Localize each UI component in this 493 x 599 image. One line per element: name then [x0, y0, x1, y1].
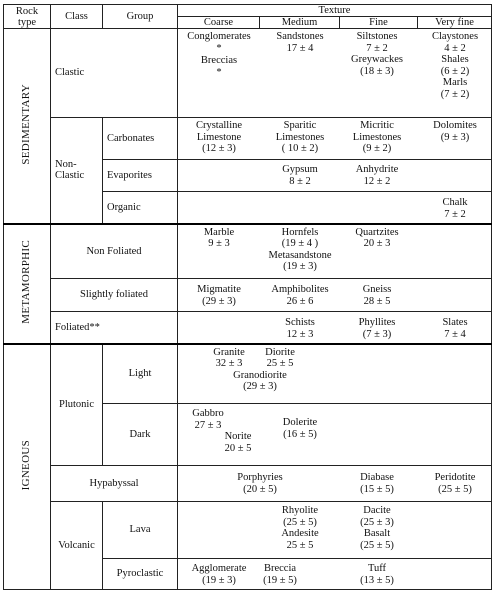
- rock-type-sedimentary-label: SEDIMENTARY: [20, 83, 33, 165]
- rock-chalk: Chalk 7 ± 2: [442, 197, 468, 220]
- rock-dacite: Dacite (25 ± 3): [360, 505, 394, 528]
- class-non-foliated: Non Foliated: [50, 222, 178, 279]
- texture-evaporites: Gypsum 8 ± 2 Anhydrite 12 ± 2: [177, 159, 492, 192]
- rock-breccia-volcanic: Breccia (19 ± 5): [263, 563, 297, 586]
- rock-breccias-sedimentary: Breccias *: [200, 55, 238, 78]
- class-plutonic: Plutonic: [50, 342, 103, 466]
- header-rock-type-line2: type: [17, 16, 37, 28]
- rock-type-metamorphic: METAMORPHIC: [3, 222, 51, 344]
- rock-hornfels: Hornfels (19 ± 4 ): [281, 226, 319, 250]
- rock-greywackes: Greywackes (18 ± 3): [351, 54, 403, 77]
- rock-rhyolite: Rhyolite (25 ± 5): [281, 505, 319, 528]
- group-pyroclastic: Pyroclastic: [102, 558, 178, 590]
- rock-peridotite: Peridotite (25 ± 5): [434, 472, 476, 495]
- header-medium: Medium: [259, 16, 340, 29]
- texture-dark: Gabbro 27 ± 3 Norite 20 ± 5 Dolerite (16 ± …: [177, 403, 492, 466]
- rock-marls: Marls (7 ± 2): [440, 77, 470, 100]
- rock-sparitic-limestones: Sparitic Limestones( 10 ± 2): [275, 120, 325, 154]
- rock-quartzites: Quartzites 20 ± 3: [355, 226, 399, 250]
- rock-porphyries: Porphyries (20 ± 5): [237, 472, 283, 495]
- group-organic: Organic: [102, 191, 178, 224]
- header-very-fine: Very fine: [417, 16, 492, 29]
- header-coarse: Coarse: [177, 16, 260, 29]
- texture-foliated: Schists 12 ± 3 Phyllites (7 ± 3) Slates 7 ±…: [177, 311, 492, 344]
- texture-clastic: Conglomerates * Breccias * Sandstones 17 ± …: [177, 28, 492, 118]
- rock-agglomerate: Agglomerate (19 ± 3): [191, 563, 247, 586]
- rock-type-igneous: IGNEOUS: [3, 342, 51, 590]
- rock-dolerite: Dolerite (16 ± 5): [282, 417, 318, 440]
- group-lava: Lava: [102, 501, 178, 559]
- rock-dolomites: Dolomites (9 ± 3): [433, 120, 477, 143]
- rock-siltstones: Siltstones 7 ± 2: [356, 31, 398, 54]
- texture-organic: Chalk 7 ± 2: [177, 191, 492, 224]
- rock-slates: Slates 7 ± 4: [442, 317, 468, 340]
- group-light: Light: [102, 342, 178, 404]
- rock-gypsum: Gypsum 8 ± 2: [282, 164, 318, 187]
- rock-migmatite: Migmatite (29 ± 3): [197, 284, 241, 307]
- rock-norite: Norite 20 ± 5: [224, 431, 252, 454]
- rock-gabbro: Gabbro 27 ± 3: [192, 408, 224, 431]
- class-non-clastic: Non- Clastic: [50, 117, 103, 224]
- header-texture: Texture: [177, 4, 492, 17]
- rock-sandstones: Sandstones 17 ± 4: [276, 31, 324, 54]
- rock-granite: Granite 32 ± 3: [213, 346, 245, 370]
- texture-carbonates: Crystalline Limestone (12 ± 3) Sparitic Lim…: [177, 117, 492, 160]
- rock-anhydrite: Anhydrite 12 ± 2: [355, 164, 399, 187]
- texture-lava: Rhyolite (25 ± 5) Andesite 25 ± 5 Dacite (2…: [177, 501, 492, 559]
- texture-slightly-foliated: Migmatite (29 ± 3) Amphibolites 26 ± 6 Gne…: [177, 278, 492, 312]
- rock-andesite: Andesite 25 ± 5: [281, 528, 319, 551]
- group-carbonates: Carbonates: [102, 117, 178, 160]
- rock-amphibolites: Amphibolites 26 ± 6: [271, 284, 329, 307]
- texture-hypabyssal: Porphyries (20 ± 5) Diabase (15 ± 5) Perid…: [177, 465, 492, 502]
- rock-conglomerates: Conglomerates *: [187, 31, 251, 54]
- rock-metasandstone: Metasandstone (19 ± 3): [268, 249, 332, 273]
- rock-gneiss: Gneiss 28 ± 5: [362, 284, 392, 307]
- texture-light: Granite 32 ± 3 Diorite 25 ± 5 Granodiorite…: [177, 342, 492, 404]
- class-hypabyssal: Hypabyssal: [50, 465, 178, 502]
- header-class: Class: [50, 4, 103, 29]
- rock-shales: Shales (6 ± 2): [440, 54, 470, 77]
- class-clastic: Clastic: [50, 28, 178, 118]
- class-foliated: Foliated**: [50, 311, 178, 344]
- class-volcanic: Volcanic: [50, 501, 103, 590]
- class-non-clastic-line2: Clastic: [55, 170, 85, 182]
- group-evaporites: Evaporites: [102, 159, 178, 192]
- texture-pyroclastic: Agglomerate (19 ± 3) Breccia (19 ± 5) Tuff…: [177, 558, 492, 590]
- rock-phyllites: Phyllites (7 ± 3): [358, 317, 396, 340]
- header-rock-type: Rock type: [3, 4, 51, 29]
- rock-claystones: Claystones 4 ± 2: [431, 31, 479, 54]
- rock-classification-table: Rock type Class Group Texture Coarse Med…: [3, 4, 492, 590]
- rock-basalt: Basalt (25 ± 5): [360, 528, 394, 551]
- rock-granodiorite: Granodiorite (29 ± 3): [233, 369, 287, 393]
- rock-marble: Marble 9 ± 3: [203, 226, 235, 250]
- class-slightly-foliated: Slightly foliated: [50, 278, 178, 312]
- header-group: Group: [102, 4, 178, 29]
- rock-schists: Schists 12 ± 3: [285, 317, 315, 340]
- rock-tuff: Tuff (13 ± 5): [360, 563, 394, 586]
- header-rock-type-line1: Rock: [15, 5, 39, 17]
- rock-crystalline-limestone: Crystalline Limestone (12 ± 3): [195, 120, 243, 154]
- rock-micritic-limestones: Micritic Limestones (9 ± 2): [352, 120, 402, 154]
- rock-diabase: Diabase (15 ± 5): [360, 472, 394, 495]
- rock-type-sedimentary: SEDIMENTARY: [3, 28, 51, 224]
- group-dark: Dark: [102, 403, 178, 466]
- rock-type-igneous-label: IGNEOUS: [20, 439, 33, 491]
- rock-type-metamorphic-label: METAMORPHIC: [20, 239, 33, 324]
- class-non-clastic-line1: Non-: [55, 158, 77, 170]
- header-fine: Fine: [339, 16, 418, 29]
- texture-non-foliated: Marble 9 ± 3 Hornfels (19 ± 4 ) Metasandst…: [177, 222, 492, 279]
- rock-diorite: Diorite 25 ± 5: [265, 346, 295, 370]
